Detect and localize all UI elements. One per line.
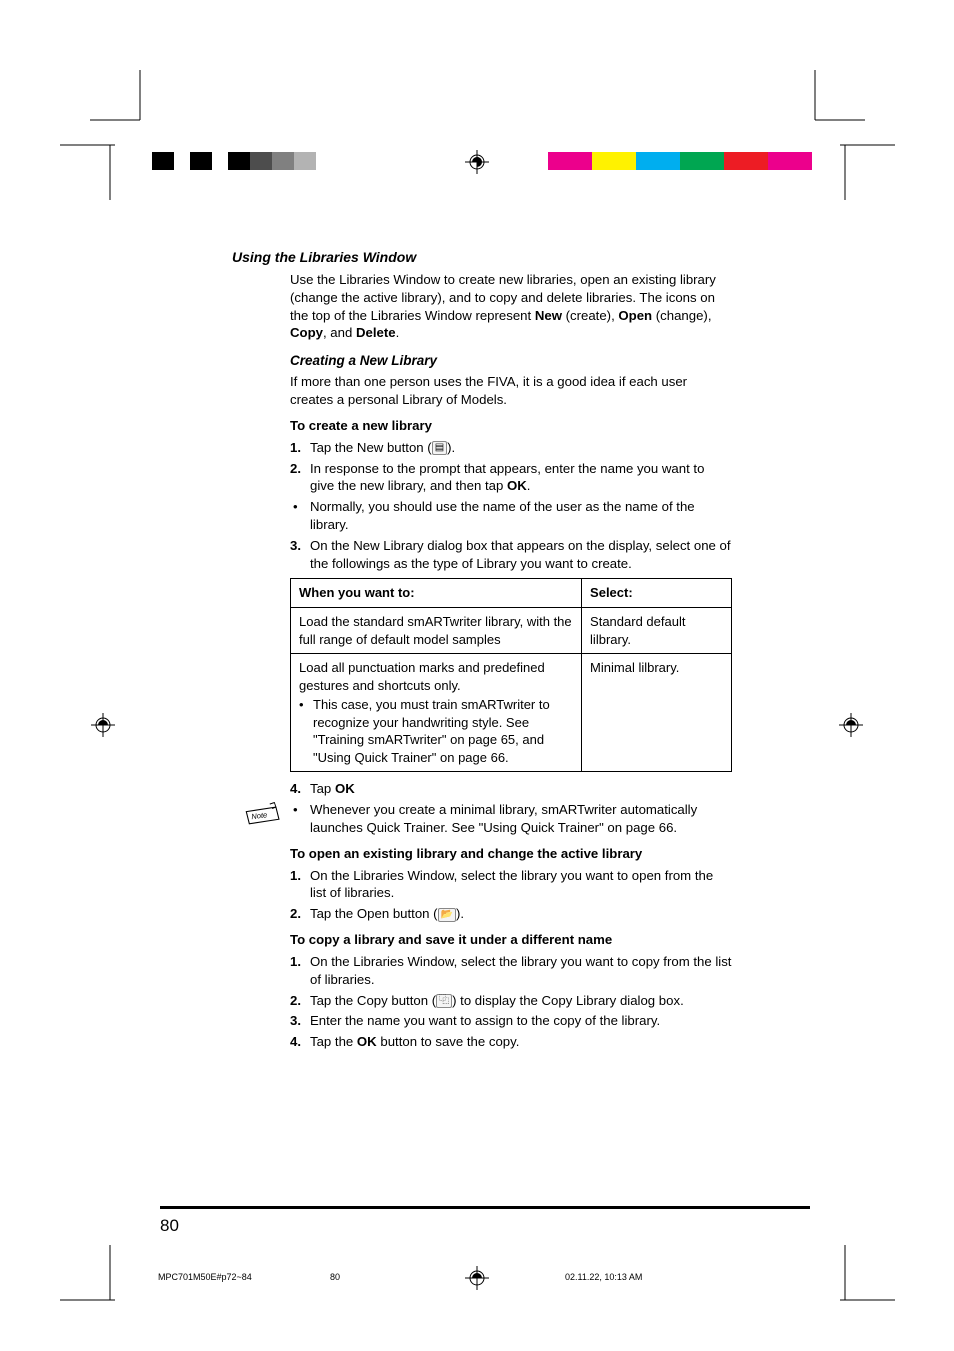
copy-step-4: 4. Tap the OK button to save the copy. <box>290 1033 732 1051</box>
table-row: Load all punctuation marks and predefine… <box>291 654 732 772</box>
creating-intro: If more than one person uses the FIVA, i… <box>290 373 732 409</box>
footer-filename: MPC701M50E#p72~84 <box>158 1272 252 1282</box>
open-step-1: 1. On the Libraries Window, select the l… <box>290 867 732 903</box>
page-number: 80 <box>160 1216 179 1236</box>
open-step-2: 2. Tap the Open button (📂). <box>290 905 732 923</box>
creating-heading: Creating a New Library <box>290 352 732 370</box>
note-bullet: • Normally, you should use the name of t… <box>290 498 732 534</box>
copy-step-2: 2. Tap the Copy button (⿻) to display th… <box>290 992 732 1010</box>
footer-page: 80 <box>330 1272 340 1282</box>
copy-proc-heading: To copy a library and save it under a di… <box>290 931 732 949</box>
left-color-bar <box>152 152 316 170</box>
library-type-table: When you want to: Select: Load the stand… <box>290 578 732 772</box>
copy-icon: ⿻ <box>436 994 452 1008</box>
open-icon: 📂 <box>438 908 456 922</box>
table-header-when: When you want to: <box>291 579 582 608</box>
step-3: 3. On the New Library dialog box that ap… <box>290 537 732 573</box>
intro-paragraph: Use the Libraries Window to create new l… <box>290 271 732 342</box>
note-icon: Note <box>244 801 282 827</box>
svg-text:Note: Note <box>251 811 268 822</box>
table-header-select: Select: <box>582 579 732 608</box>
step-1: 1. Tap the New button (▤). <box>290 439 732 457</box>
note-bullet: • Whenever you create a minimal library,… <box>290 801 732 837</box>
table-row: Load the standard smARTwriter library, w… <box>291 608 732 654</box>
copy-step-3: 3. Enter the name you want to assign to … <box>290 1012 732 1030</box>
right-color-bar <box>548 152 812 170</box>
open-proc-heading: To open an existing library and change t… <box>290 845 732 863</box>
copy-step-1: 1. On the Libraries Window, select the l… <box>290 953 732 989</box>
section-heading: Using the Libraries Window <box>232 248 732 267</box>
create-proc-heading: To create a new library <box>290 417 732 435</box>
footer-rule <box>160 1206 810 1209</box>
step-4: 4. Tap OK <box>290 780 732 798</box>
page-content: Using the Libraries Window Use the Libra… <box>232 248 732 1054</box>
step-2: 2. In response to the prompt that appear… <box>290 460 732 496</box>
new-icon: ▤ <box>432 441 447 455</box>
footer-timestamp: 02.11.22, 10:13 AM <box>565 1272 642 1282</box>
